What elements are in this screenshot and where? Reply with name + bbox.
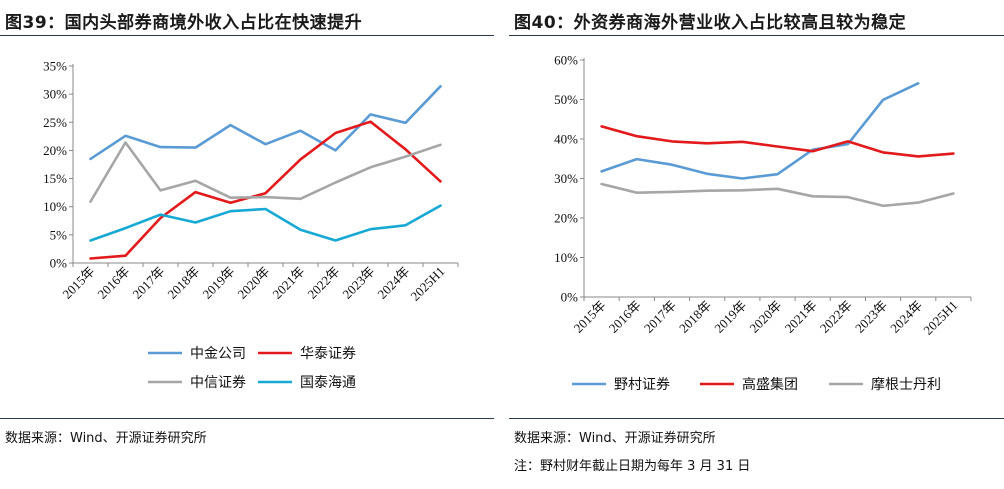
source-text: 数据来源：Wind、开源证券研究所 xyxy=(514,431,716,446)
series-line xyxy=(600,182,955,208)
legend: 野村证券 高盛集团 摩根士丹利 xyxy=(572,376,941,393)
x-tick-label: 2017年 xyxy=(641,298,679,336)
legend-label: 中金公司 xyxy=(190,346,246,362)
series-摩根士丹利 xyxy=(600,182,955,208)
series-中金公司 xyxy=(89,85,442,161)
x-tick-label: 2024年 xyxy=(374,264,412,302)
chart-panel-left: 图39：国内头部券商境外收入占比在快速提升 0% 5% 10% 15% 20% 25% 30… xyxy=(0,0,494,489)
legend-label: 中信证券 xyxy=(190,375,246,391)
series-野村证券 xyxy=(600,82,920,180)
y-tick-label: 20% xyxy=(43,143,67,158)
x-tick-label: 2021年 xyxy=(269,264,307,302)
series-line xyxy=(600,82,920,180)
line-chart: 0%10%20%30%40%50%60%2015年2016年2017年2018年… xyxy=(554,53,972,393)
y-tick-label: 50% xyxy=(554,92,578,107)
x-tick-label: 2025H1 xyxy=(920,298,960,338)
x-tick-label: 2017年 xyxy=(129,264,167,302)
legend-label: 摩根士丹利 xyxy=(871,376,941,393)
y-tick-label: 10% xyxy=(554,250,578,265)
x-tick-label: 2020年 xyxy=(746,298,784,336)
series-中信证券 xyxy=(89,141,442,203)
x-tick-label: 2022年 xyxy=(817,298,855,336)
title-rule xyxy=(0,35,494,36)
x-tick-label: 2018年 xyxy=(676,298,714,336)
x-tick-label: 2019年 xyxy=(199,264,237,302)
x-tick-label: 2025H1 xyxy=(407,264,447,304)
chart-title: 图39：国内头部券商境外收入占比在快速提升 xyxy=(5,13,363,33)
x-tick-label: 2024年 xyxy=(887,298,925,336)
y-tick-label: 0% xyxy=(50,256,68,271)
legend-label: 华泰证券 xyxy=(300,346,356,362)
x-tick-label: 2022年 xyxy=(304,264,342,302)
source-rule xyxy=(509,418,1004,419)
chart-title: 图40：外资券商海外营业收入占比较高且较为稳定 xyxy=(514,13,907,33)
y-tick-label: 35% xyxy=(43,59,67,74)
y-tick-label: 10% xyxy=(43,199,67,214)
title-rule xyxy=(509,35,1004,36)
y-tick-label: 15% xyxy=(43,171,67,186)
x-tick-label: 2016年 xyxy=(606,298,644,336)
y-tick-label: 20% xyxy=(554,211,578,226)
x-tick-label: 2020年 xyxy=(234,264,272,302)
y-tick-label: 60% xyxy=(554,53,578,68)
y-tick-label: 30% xyxy=(554,171,578,186)
x-tick-label: 2016年 xyxy=(94,264,132,302)
x-tick-label: 2019年 xyxy=(711,298,749,336)
y-tick-label: 0% xyxy=(561,290,579,305)
legend-label: 野村证券 xyxy=(614,377,670,393)
series-国泰海通 xyxy=(89,204,442,242)
note-text: 注：野村财年截止日期为每年 3 月 31 日 xyxy=(514,459,751,474)
series-华泰证券 xyxy=(89,120,442,260)
series-line xyxy=(600,125,955,158)
x-tick-label: 2023年 xyxy=(339,264,377,302)
y-tick-label: 40% xyxy=(554,132,578,147)
x-tick-label: 2018年 xyxy=(164,264,202,302)
y-tick-label: 25% xyxy=(43,115,67,130)
x-tick-label: 2021年 xyxy=(782,298,820,336)
line-chart: 0%5%10%15%20%25%30%35%2015年2016年2017年201… xyxy=(43,59,459,391)
legend-label: 国泰海通 xyxy=(300,375,356,391)
chart-panel-right: 图40：外资券商海外营业收入占比较高且较为稳定 0% 10% 20% 30% 40% 50… xyxy=(509,0,1004,489)
series-高盛集团 xyxy=(600,125,955,158)
x-tick-label: 2023年 xyxy=(852,298,890,336)
source-text: 数据来源：Wind、开源证券研究所 xyxy=(5,431,207,446)
legend-label: 高盛集团 xyxy=(742,376,798,393)
y-tick-label: 30% xyxy=(43,87,67,102)
series-line xyxy=(89,85,442,161)
y-tick-label: 5% xyxy=(50,227,68,242)
source-rule xyxy=(0,418,494,419)
